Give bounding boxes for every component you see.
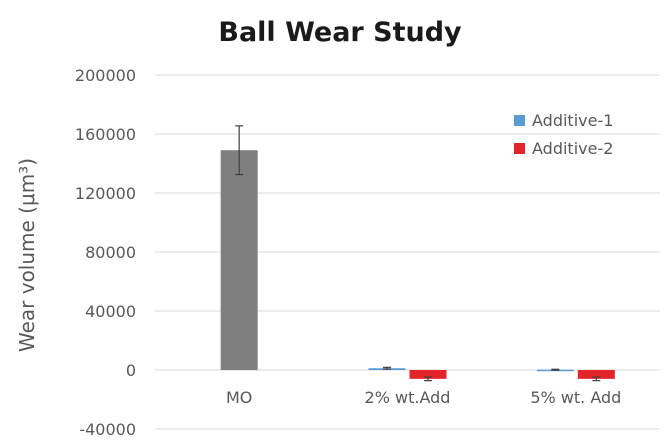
- x-category-label: 2% wt.Add: [365, 388, 451, 407]
- y-tick-label: 0: [126, 361, 136, 380]
- y-tick-label: 160000: [75, 125, 136, 144]
- x-category-label: MO: [226, 388, 252, 407]
- legend-swatch: [514, 115, 525, 126]
- y-tick-label: -40000: [79, 420, 136, 439]
- legend-label: Additive-2: [532, 139, 613, 158]
- x-axis-categories: MO 2% wt.Add 5% wt. Add: [226, 388, 621, 407]
- error-bars: [235, 125, 601, 382]
- y-axis-label: Wear volume (μm³): [15, 158, 39, 352]
- y-tick-label: 80000: [85, 243, 136, 262]
- chart-title: Ball Wear Study: [218, 17, 462, 48]
- legend-swatch: [514, 143, 525, 154]
- bars: [220, 150, 615, 379]
- y-axis-ticks: -40000 0 40000 80000 120000 160000 200000: [75, 66, 136, 439]
- y-tick-label: 200000: [75, 66, 136, 85]
- bar: [409, 370, 447, 379]
- bar: [577, 370, 615, 379]
- y-tick-label: 40000: [85, 302, 136, 321]
- bar: [220, 150, 258, 370]
- legend: Additive-1 Additive-2: [514, 111, 613, 158]
- legend-label: Additive-1: [532, 111, 613, 130]
- y-tick-label: 120000: [75, 184, 136, 203]
- x-category-label: 5% wt. Add: [530, 388, 621, 407]
